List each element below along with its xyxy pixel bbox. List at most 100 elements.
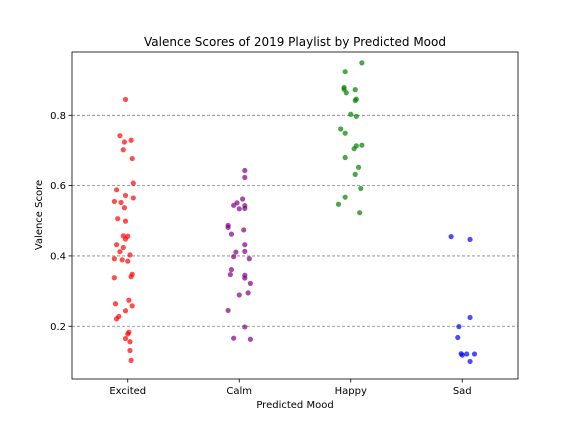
data-point-excited <box>127 252 133 258</box>
data-point-excited <box>129 303 135 309</box>
data-point-excited <box>121 139 128 145</box>
data-point-calm <box>227 271 233 278</box>
data-point-happy <box>359 142 365 148</box>
data-point-happy <box>348 111 354 117</box>
data-point-sad <box>455 334 461 341</box>
data-point-calm <box>231 335 237 341</box>
data-point-excited <box>121 205 128 211</box>
data-point-excited <box>122 308 129 314</box>
data-point-calm <box>246 256 252 262</box>
data-point-calm <box>225 307 231 314</box>
data-point-excited <box>122 192 129 199</box>
data-point-excited <box>128 357 134 363</box>
data-point-calm <box>242 242 248 248</box>
data-point-calm <box>247 280 253 286</box>
data-point-happy <box>355 164 362 170</box>
x-tick-label: Happy <box>335 386 367 397</box>
data-point-happy <box>352 97 358 104</box>
data-point-excited <box>125 331 131 337</box>
data-point-excited <box>130 180 136 186</box>
y-tick-label: 0.6 <box>50 181 66 192</box>
data-point-calm <box>228 267 235 273</box>
data-point-happy <box>359 60 365 66</box>
data-point-excited <box>128 137 134 143</box>
data-point-happy <box>343 90 349 96</box>
data-point-excited <box>122 236 129 242</box>
data-point-excited <box>112 301 119 307</box>
x-tick-label: Sad <box>453 386 472 397</box>
data-point-sad <box>471 351 478 357</box>
data-point-excited <box>130 195 136 201</box>
data-point-excited <box>118 199 124 206</box>
data-point-excited <box>117 133 123 139</box>
data-point-calm <box>242 167 248 174</box>
data-point-excited <box>129 155 135 162</box>
chart-title: Valence Scores of 2019 Playlist by Predi… <box>144 35 446 49</box>
data-point-calm <box>231 202 237 208</box>
data-point-calm <box>241 227 247 233</box>
x-axis-label: Predicted Mood <box>256 400 333 411</box>
data-point-happy <box>338 126 344 132</box>
data-point-excited <box>114 316 120 322</box>
gridlines <box>72 114 518 327</box>
y-axis-ticks: 0.2 0.4 0.6 0.8 <box>50 111 72 333</box>
y-axis-label: Valence Score <box>34 180 45 250</box>
y-tick-label: 0.2 <box>50 322 66 333</box>
data-point-excited <box>127 339 133 345</box>
data-point-excited <box>122 218 129 224</box>
data-point-happy <box>357 210 363 216</box>
data-points <box>111 60 478 365</box>
data-point-excited <box>128 274 134 280</box>
data-point-happy <box>358 185 364 192</box>
data-point-sad <box>467 358 473 365</box>
data-point-calm <box>236 206 242 212</box>
data-point-calm <box>225 224 231 231</box>
data-point-sad <box>464 351 470 357</box>
data-point-calm <box>242 275 248 281</box>
data-point-sad <box>459 352 465 358</box>
data-point-happy <box>342 154 348 161</box>
data-point-happy <box>351 146 357 152</box>
data-point-calm <box>236 292 242 298</box>
data-point-calm <box>242 205 248 212</box>
data-point-calm <box>233 249 239 255</box>
data-point-calm <box>231 254 237 260</box>
data-point-calm <box>242 248 248 254</box>
data-point-excited <box>111 275 117 281</box>
data-point-calm <box>242 174 248 181</box>
y-tick-label: 0.8 <box>50 111 66 122</box>
data-point-excited <box>119 257 125 263</box>
data-point-happy <box>352 171 358 177</box>
data-point-calm <box>228 231 235 237</box>
data-point-happy <box>342 130 348 136</box>
data-point-happy <box>352 87 358 93</box>
data-point-excited <box>125 258 131 264</box>
data-point-happy <box>342 194 348 200</box>
data-point-calm <box>239 196 246 202</box>
data-point-excited <box>127 347 133 354</box>
x-axis-ticks: Excited Calm Happy Sad <box>109 379 472 397</box>
data-point-happy <box>353 113 359 119</box>
data-point-sad <box>448 233 454 240</box>
data-point-calm <box>245 290 251 296</box>
data-point-calm <box>247 336 253 342</box>
data-point-excited <box>111 198 117 205</box>
data-point-calm <box>242 324 248 330</box>
data-point-excited <box>111 256 117 262</box>
data-point-excited <box>126 297 132 303</box>
data-point-sad <box>467 236 473 243</box>
data-point-excited <box>120 244 126 251</box>
data-point-excited <box>117 249 123 255</box>
data-point-happy <box>335 201 342 207</box>
data-point-excited <box>120 147 126 153</box>
data-point-excited <box>114 242 120 248</box>
data-point-excited <box>122 335 129 342</box>
y-tick-label: 0.4 <box>50 251 66 262</box>
data-point-excited <box>122 96 129 103</box>
plot-frame <box>71 51 519 380</box>
x-tick-label: Excited <box>109 386 146 397</box>
x-tick-label: Calm <box>226 386 252 397</box>
data-point-excited <box>115 216 121 222</box>
data-point-excited <box>114 187 120 193</box>
